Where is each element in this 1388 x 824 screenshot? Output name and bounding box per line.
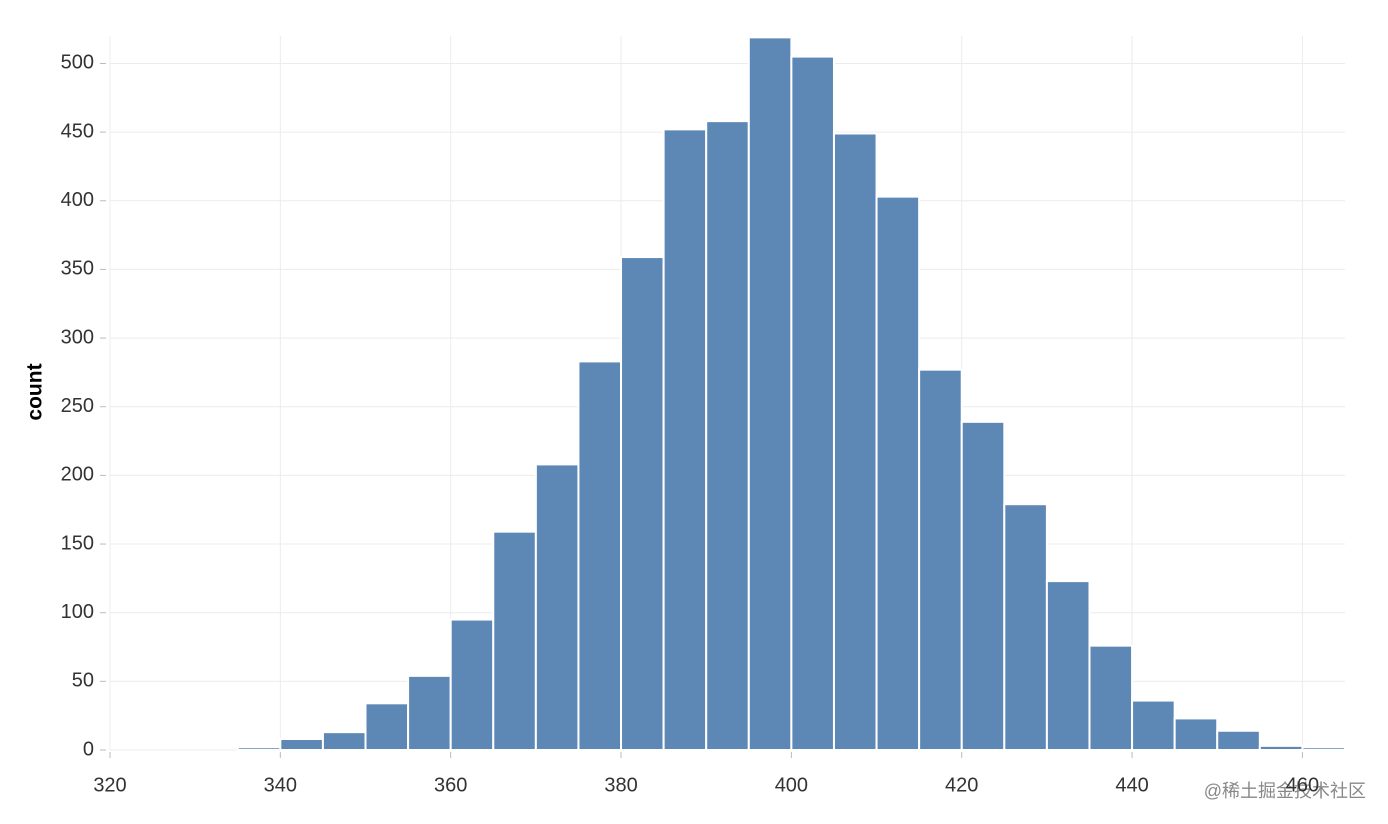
x-tick-label: 460 <box>1286 774 1319 796</box>
bar <box>705 120 750 751</box>
bar <box>620 256 665 751</box>
y-tick-label: 450 <box>61 120 94 142</box>
watermark: @稀土掘金技术社区 <box>1204 781 1366 801</box>
bar <box>492 530 537 752</box>
y-axis-label: count <box>24 363 47 420</box>
bar <box>1173 717 1219 752</box>
bar <box>662 128 708 752</box>
bar <box>875 195 921 751</box>
bar <box>407 674 452 751</box>
bar <box>1131 699 1176 751</box>
x-tick-label: 400 <box>775 774 808 796</box>
bar <box>236 746 282 751</box>
bar <box>1088 644 1134 752</box>
bar <box>321 731 367 752</box>
bar <box>832 132 878 751</box>
bar <box>1003 503 1048 751</box>
y-tick-label: 400 <box>61 189 94 211</box>
y-tick-label: 250 <box>61 395 94 417</box>
bar <box>747 36 793 752</box>
x-tick-label: 440 <box>1115 774 1148 796</box>
y-tick-label: 100 <box>61 601 94 623</box>
bar <box>449 618 495 751</box>
y-tick-label: 150 <box>61 532 94 554</box>
bar <box>1045 580 1091 751</box>
bar <box>534 463 580 751</box>
bar <box>960 420 1006 751</box>
y-tick-label: 50 <box>72 670 94 692</box>
bar <box>1258 744 1304 752</box>
y-tick-label: 350 <box>61 258 94 280</box>
y-tick-label: 500 <box>61 52 94 74</box>
x-tick-label: 380 <box>604 774 637 796</box>
y-tick-label: 300 <box>61 326 94 348</box>
bar <box>1301 746 1347 751</box>
bar <box>790 55 835 752</box>
y-tick-label: 0 <box>83 738 94 760</box>
x-tick-label: 340 <box>264 774 297 796</box>
bar <box>577 360 623 751</box>
bar <box>1216 729 1261 751</box>
x-tick-label: 320 <box>93 774 126 796</box>
bar <box>279 738 324 751</box>
x-tick-label: 360 <box>434 774 467 796</box>
bar <box>918 368 963 751</box>
bar <box>364 702 410 751</box>
x-tick-label: 420 <box>945 774 978 796</box>
y-tick-label: 200 <box>61 464 94 486</box>
